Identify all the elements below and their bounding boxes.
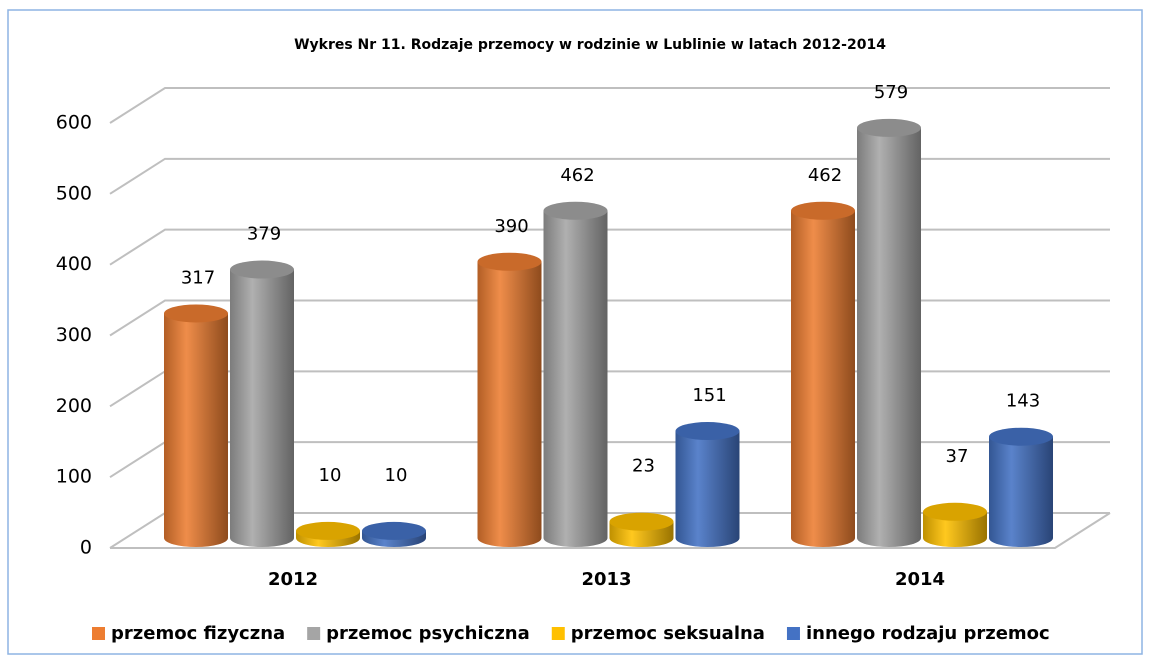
y-tick-label: 400 [56,253,92,275]
data-label: 317 [181,267,215,288]
cylinder [675,431,740,547]
cylinder-top [230,260,294,279]
legend-swatch [551,627,565,640]
cylinder-top [296,521,360,540]
data-label: 579 [874,82,908,103]
data-label: 151 [692,385,726,406]
data-label: 462 [560,165,594,186]
cylinder-top [675,422,740,441]
legend-swatch [307,627,321,640]
cylinder-top [791,201,855,220]
legend-swatch [92,627,105,640]
legend-label: przemoc seksualna [571,623,765,644]
data-label: 462 [808,165,842,186]
data-label: 379 [247,224,281,245]
data-label: 37 [946,446,969,467]
cylinder [477,261,542,547]
data-label: 390 [494,216,528,237]
data-label: 23 [632,456,655,477]
cylinder-top [609,512,674,531]
x-tick-label: 2012 [268,569,318,590]
legend-label: przemoc psychiczna [326,623,530,644]
legend-label: innego rodzaju przemoc [806,623,1050,644]
cylinder-top [362,521,426,540]
cylinder [543,210,608,547]
legend-label: przemoc fizyczna [111,623,285,644]
x-tick-label: 2014 [895,569,945,590]
y-tick-label: 100 [56,466,92,488]
cylinder [791,210,855,547]
y-tick-label: 200 [56,395,92,417]
cylinder-top [923,502,987,521]
cylinder [989,436,1053,547]
y-tick-label: 600 [56,112,92,134]
cylinder [857,127,921,547]
data-label: 143 [1006,391,1040,412]
cylinder-top [164,304,228,323]
cylinder [230,269,294,547]
cylinder [164,313,228,547]
y-tick-label: 300 [56,324,92,346]
cylinder [923,511,987,547]
cylinder-top [477,252,542,271]
y-tick-label: 500 [56,182,92,204]
grid-line [109,87,1110,124]
y-tick-label: 0 [80,537,92,559]
data-label: 10 [385,465,408,486]
cylinder-top [543,201,608,220]
grid-line [109,157,1110,195]
cylinder-top [989,427,1053,446]
cylinder-top [857,118,921,137]
legend-swatch [786,627,800,640]
data-label: 10 [319,465,342,486]
chart-title: Wykres Nr 11. Rodzaje przemocy w rodzini… [294,37,886,53]
floor [110,512,1111,549]
x-tick-label: 2013 [581,569,631,590]
